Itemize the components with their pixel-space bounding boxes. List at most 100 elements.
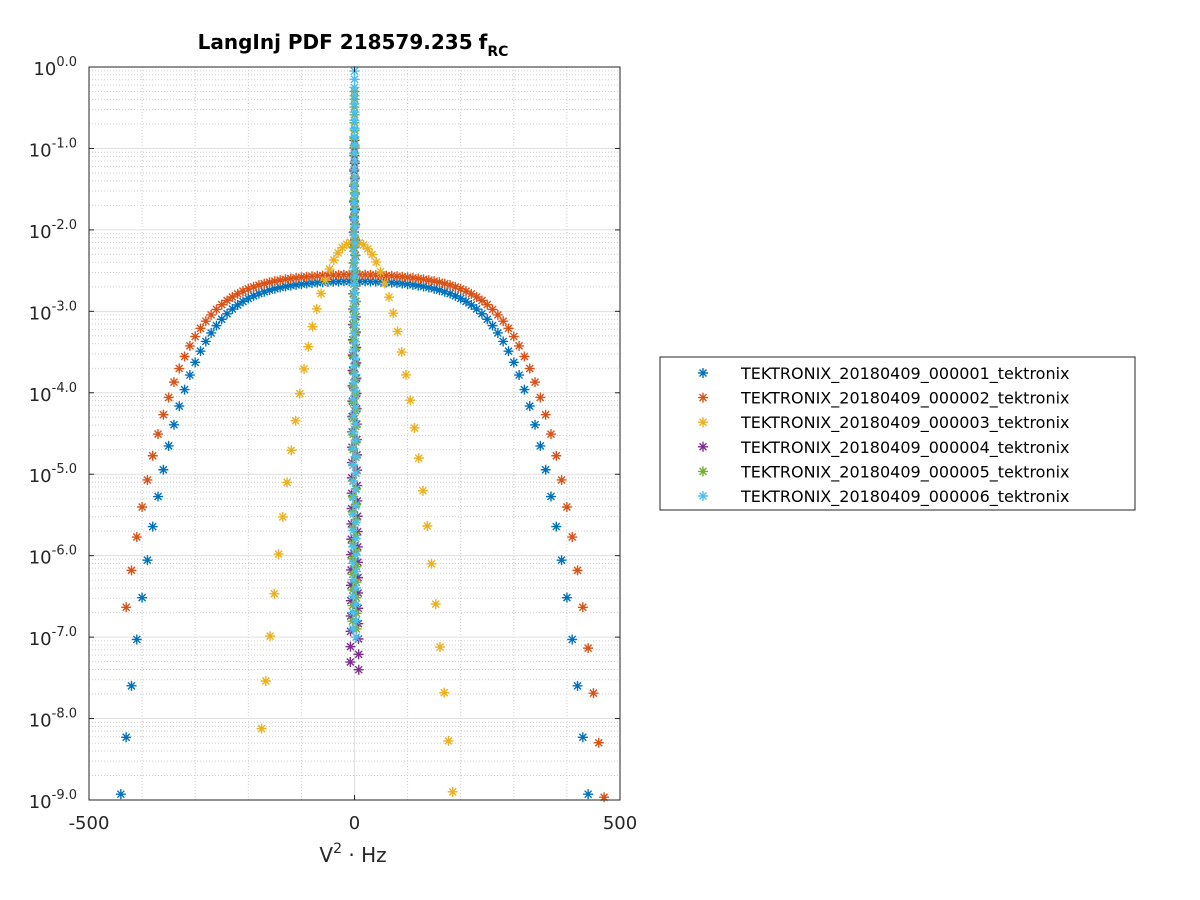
legend-marker bbox=[698, 491, 708, 501]
data-point bbox=[397, 271, 408, 282]
data-point bbox=[232, 299, 243, 310]
data-point bbox=[471, 291, 482, 302]
legend-entry: TEKTRONIX_20180409_000004_tektronix bbox=[698, 438, 1070, 458]
data-point bbox=[461, 296, 472, 307]
x-tick-label: 500 bbox=[603, 813, 637, 834]
data-point bbox=[540, 409, 551, 420]
data-point bbox=[349, 164, 360, 175]
data-point bbox=[248, 281, 259, 292]
data-point bbox=[439, 687, 450, 698]
data-point bbox=[290, 415, 301, 426]
data-point bbox=[269, 588, 280, 599]
data-point bbox=[445, 280, 456, 291]
data-point bbox=[487, 304, 498, 315]
data-point bbox=[423, 282, 434, 293]
data-point bbox=[422, 521, 433, 532]
data-point bbox=[348, 246, 359, 257]
data-point bbox=[350, 303, 361, 314]
data-point bbox=[350, 336, 361, 347]
data-point bbox=[348, 541, 359, 552]
legend-marker bbox=[698, 392, 708, 403]
data-point bbox=[349, 221, 360, 232]
data-point bbox=[430, 599, 441, 610]
data-point bbox=[583, 643, 594, 654]
data-point bbox=[115, 789, 126, 800]
data-point bbox=[153, 491, 164, 502]
data-point bbox=[137, 592, 148, 603]
data-point bbox=[311, 303, 322, 314]
data-point bbox=[350, 402, 361, 413]
data-point bbox=[429, 283, 440, 294]
data-point bbox=[348, 344, 359, 355]
data-point bbox=[349, 213, 360, 224]
legend-label: TEKTRONIX_20180409_000005_tektronix bbox=[740, 462, 1070, 482]
data-point bbox=[347, 607, 358, 618]
data-point bbox=[285, 280, 296, 291]
data-point bbox=[350, 271, 361, 282]
data-point bbox=[338, 269, 349, 280]
data-point bbox=[375, 266, 386, 277]
data-point bbox=[256, 723, 267, 734]
data-point bbox=[409, 422, 420, 433]
data-point bbox=[530, 377, 541, 388]
y-tick-label: 100.0 bbox=[33, 55, 77, 80]
data-point bbox=[551, 521, 562, 532]
data-point bbox=[443, 735, 454, 746]
data-point bbox=[450, 290, 461, 301]
data-point bbox=[280, 274, 291, 285]
data-point bbox=[407, 279, 418, 290]
data-point bbox=[545, 491, 556, 502]
data-point bbox=[447, 786, 458, 797]
legend-entry: TEKTRONIX_20180409_000003_tektronix bbox=[698, 413, 1070, 433]
data-point bbox=[312, 270, 323, 281]
data-point bbox=[227, 291, 238, 302]
data-point bbox=[347, 585, 358, 596]
data-point bbox=[561, 592, 572, 603]
legend-marker bbox=[698, 466, 708, 477]
data-point bbox=[126, 565, 137, 576]
data-point bbox=[350, 287, 361, 298]
data-point bbox=[567, 634, 578, 645]
data-point bbox=[345, 580, 356, 591]
data-point bbox=[344, 269, 355, 280]
data-point bbox=[320, 275, 331, 286]
data-point bbox=[572, 680, 583, 691]
series-1 bbox=[115, 276, 594, 800]
data-point bbox=[455, 283, 466, 294]
data-point bbox=[349, 230, 360, 241]
data-point bbox=[316, 288, 327, 299]
data-point bbox=[142, 474, 153, 485]
data-point bbox=[184, 340, 195, 351]
data-point bbox=[434, 642, 445, 653]
data-point bbox=[211, 304, 222, 315]
data-point bbox=[349, 197, 360, 208]
data-point bbox=[349, 139, 360, 150]
data-point bbox=[349, 82, 360, 93]
data-point bbox=[360, 269, 371, 280]
data-point bbox=[337, 242, 348, 253]
data-point bbox=[391, 278, 402, 289]
data-point bbox=[296, 272, 307, 283]
data-point bbox=[418, 281, 429, 292]
data-point bbox=[349, 107, 360, 118]
data-point bbox=[349, 156, 360, 167]
data-point bbox=[121, 732, 132, 743]
data-point bbox=[345, 641, 356, 652]
data-point bbox=[222, 295, 233, 306]
legend-entry: TEKTRONIX_20180409_000001_tektronix bbox=[698, 364, 1070, 384]
data-point bbox=[344, 276, 355, 287]
data-point bbox=[351, 592, 362, 603]
data-point bbox=[455, 293, 466, 304]
data-point bbox=[179, 351, 190, 362]
data-point bbox=[211, 320, 222, 331]
data-point bbox=[524, 363, 535, 374]
data-point bbox=[588, 688, 599, 699]
data-point bbox=[350, 353, 361, 364]
data-point bbox=[348, 312, 359, 323]
data-point bbox=[227, 304, 238, 315]
data-point bbox=[577, 602, 588, 613]
chart-title-subscript-base: f bbox=[479, 30, 488, 54]
data-point bbox=[346, 518, 357, 529]
data-point bbox=[131, 532, 142, 543]
data-point bbox=[426, 558, 437, 569]
